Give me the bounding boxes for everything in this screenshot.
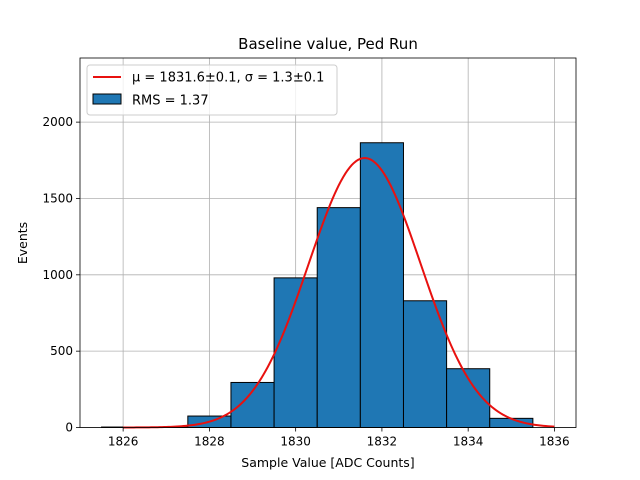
- plot-frame: [79, 57, 577, 428]
- histogram-bar: [402, 300, 448, 428]
- histogram-bar: [316, 207, 361, 428]
- legend-histogram-swatch: [92, 93, 122, 105]
- x-tick-label: 1826: [108, 435, 139, 449]
- x-tick-label: 1834: [453, 435, 484, 449]
- y-tick-label: 0: [65, 421, 73, 435]
- fit-curve: [123, 157, 555, 429]
- legend: μ = 1831.6±0.1, σ = 1.3±0.1 RMS = 1.37: [86, 64, 338, 116]
- y-tick-label: 2000: [42, 115, 73, 129]
- x-tick-label: 1828: [194, 435, 225, 449]
- y-axis-label: Events: [15, 222, 30, 264]
- x-axis-ticks: 1826 1828 1830 1832 1834 1836: [108, 427, 570, 449]
- x-tick-label: 1836: [539, 435, 570, 449]
- y-tick-label: 1000: [42, 268, 73, 282]
- x-axis-label: Sample Value [ADC Counts]: [241, 455, 414, 470]
- histogram-bar: [230, 381, 275, 428]
- y-tick-label: 500: [50, 344, 73, 358]
- x-tick-label: 1832: [367, 435, 398, 449]
- legend-box: [86, 64, 338, 116]
- histogram-bar: [359, 142, 404, 429]
- legend-histogram-label: RMS = 1.37: [132, 94, 209, 109]
- chart-title: Baseline value, Ped Run: [238, 35, 418, 53]
- x-tick-label: 1830: [280, 435, 311, 449]
- legend-fit-label: μ = 1831.6±0.1, σ = 1.3±0.1: [132, 71, 324, 86]
- y-axis-ticks: 0 500 1000 1500 2000: [42, 115, 80, 435]
- y-tick-label: 1500: [42, 191, 73, 205]
